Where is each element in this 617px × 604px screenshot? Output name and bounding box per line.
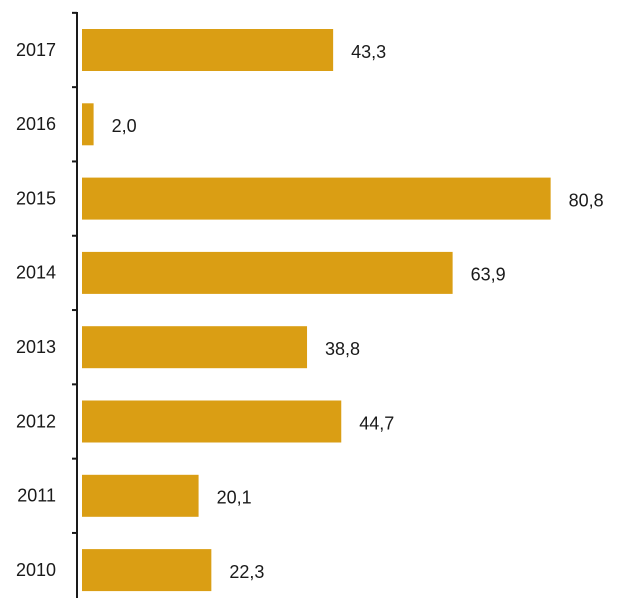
y-tick-label-2012: 2012 bbox=[16, 411, 56, 431]
value-label-2014: 63,9 bbox=[471, 265, 506, 285]
y-tick-label-2011: 2011 bbox=[17, 486, 56, 506]
bar-2013 bbox=[82, 326, 308, 369]
y-tick-label-2013: 2013 bbox=[16, 337, 56, 357]
value-label-2012: 44,7 bbox=[359, 413, 394, 433]
value-label-2011: 20,1 bbox=[217, 488, 252, 508]
bar-2014 bbox=[82, 251, 453, 294]
value-label-2013: 38,8 bbox=[325, 339, 360, 359]
bar-2010 bbox=[82, 549, 212, 592]
y-tick-label-2016: 2016 bbox=[16, 114, 56, 134]
y-tick-label-2010: 2010 bbox=[16, 560, 56, 580]
y-tick-label-2014: 2014 bbox=[16, 263, 56, 283]
bar-2017 bbox=[82, 29, 334, 71]
bar-2016 bbox=[82, 103, 94, 146]
bar-2012 bbox=[82, 400, 342, 443]
value-label-2017: 43,3 bbox=[351, 42, 386, 62]
y-tick-label-2015: 2015 bbox=[16, 188, 56, 208]
value-label-2016: 2,0 bbox=[112, 116, 137, 136]
bar-2011 bbox=[82, 474, 199, 517]
bar-2015 bbox=[82, 177, 551, 220]
y-tick-label-2017: 2017 bbox=[16, 40, 56, 60]
value-label-2010: 22,3 bbox=[229, 562, 264, 582]
value-label-2015: 80,8 bbox=[569, 190, 604, 210]
